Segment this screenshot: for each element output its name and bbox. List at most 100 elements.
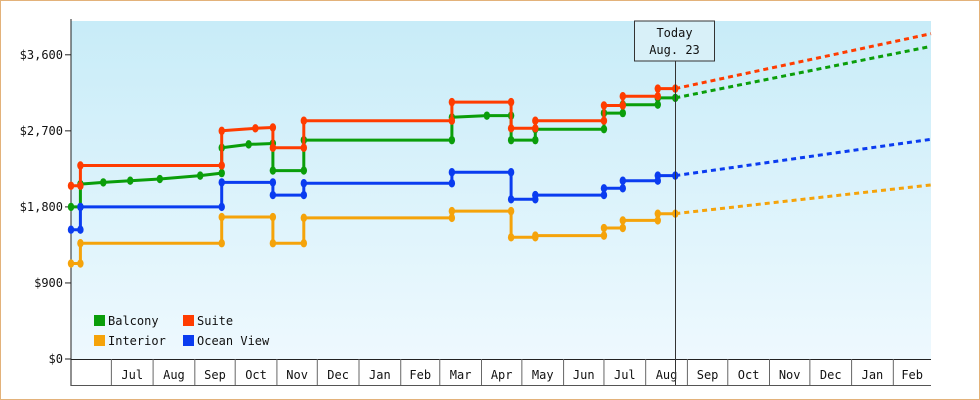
data-point-suite: [77, 161, 84, 170]
today-marker: Today Aug. 23: [634, 20, 715, 385]
data-point-balcony: [654, 100, 661, 109]
y-tick-label: $900: [34, 276, 63, 290]
data-point-ocean-view: [269, 190, 277, 200]
data-point-ocean-view: [507, 195, 515, 204]
data-point-balcony: [619, 108, 626, 118]
data-point-interior: [654, 209, 661, 218]
x-tick-label: Jun: [573, 368, 595, 382]
data-point-interior: [269, 212, 277, 222]
x-tick-label: Sep: [204, 368, 226, 382]
axes: $0 $900 $1,800 $2,700 $3,600 Jul Aug Sep Oct Nov D…: [20, 19, 931, 386]
data-point-interior: [600, 231, 608, 240]
data-point-ocean-view: [218, 202, 225, 212]
data-point-interior: [654, 216, 661, 225]
data-point-ocean-view: [300, 179, 308, 188]
data-point-interior: [600, 223, 608, 233]
today-label: Today: [656, 26, 692, 40]
data-point-suite: [532, 116, 539, 125]
data-point-ocean-view: [600, 190, 608, 200]
data-point-ocean-view: [654, 171, 661, 180]
x-tick-label: Dec: [327, 368, 349, 382]
data-point-interior: [532, 231, 539, 240]
x-tick-label: Oct: [245, 368, 267, 382]
projection-line-suite: [674, 32, 932, 91]
data-point-ocean-view: [448, 179, 456, 188]
data-point-interior: [448, 213, 456, 223]
data-point-suite: [448, 116, 456, 125]
data-point-interior: [218, 239, 225, 248]
data-point-suite: [67, 181, 75, 190]
data-point-interior: [269, 239, 277, 248]
data-point-suite: [448, 97, 456, 107]
data-point-ocean-view: [218, 178, 225, 187]
legend-label-interior: Interior: [108, 334, 166, 348]
data-point-ocean-view: [507, 168, 515, 177]
data-point-interior: [67, 259, 75, 268]
x-tick-label: Jan: [369, 368, 391, 382]
data-point-interior: [448, 206, 456, 216]
data-point-interior: [218, 212, 225, 222]
x-tick-label: Feb: [901, 368, 923, 382]
data-point-suite: [507, 124, 515, 133]
series-lines: [67, 32, 932, 268]
data-point-suite: [252, 124, 259, 133]
data-point-interior: [300, 213, 308, 223]
data-point-interior: [507, 206, 515, 216]
data-point-ocean-view: [448, 168, 456, 177]
data-point-ocean-view: [532, 190, 539, 200]
data-point-balcony: [218, 168, 225, 178]
data-point-interior: [77, 239, 84, 248]
x-tick-label: Oct: [738, 368, 760, 382]
y-tick-label: $3,600: [20, 48, 63, 62]
legend-swatch-balcony: [94, 315, 105, 326]
data-point-interior: [619, 223, 626, 233]
data-point-interior: [300, 239, 308, 248]
data-point-suite: [619, 92, 626, 101]
data-point-suite: [619, 101, 626, 110]
data-point-interior: [507, 233, 515, 242]
x-tick-label: Apr: [491, 368, 513, 382]
x-tick-label: Mar: [450, 368, 472, 382]
projection-line-interior: [675, 183, 932, 216]
x-tick-label: Dec: [820, 368, 842, 382]
data-point-suite: [269, 143, 277, 152]
series-line-balcony: [71, 96, 676, 209]
data-point-suite: [654, 92, 661, 101]
data-point-suite: [218, 161, 225, 170]
data-point-ocean-view: [67, 225, 75, 234]
data-point-suite: [507, 97, 515, 107]
data-point-ocean-view: [300, 190, 308, 200]
legend-label-balcony: Balcony: [108, 314, 159, 328]
data-point-ocean-view: [600, 184, 608, 193]
data-point-balcony: [245, 140, 252, 149]
data-point-suite: [300, 116, 308, 125]
data-point-balcony: [483, 111, 491, 120]
data-point-ocean-view: [619, 184, 626, 193]
projection-line-balcony: [674, 44, 932, 100]
data-point-balcony: [269, 166, 277, 175]
data-point-suite: [269, 123, 277, 132]
data-point-ocean-view: [619, 176, 626, 185]
data-point-interior: [77, 259, 84, 268]
legend: Balcony Suite Interior Ocean View: [94, 314, 270, 348]
legend-swatch-ocean-view: [183, 335, 194, 346]
data-point-balcony: [300, 166, 308, 175]
data-point-ocean-view: [77, 202, 84, 212]
data-point-balcony: [600, 124, 608, 134]
x-tick-label: Jul: [121, 368, 143, 382]
x-tick-label: Jul: [614, 368, 636, 382]
x-tick-label: Nov: [286, 368, 308, 382]
y-tick-label: $2,700: [20, 124, 63, 138]
today-callout: [634, 20, 715, 62]
data-point-suite: [600, 116, 608, 125]
data-point-balcony: [67, 202, 75, 212]
data-point-suite: [218, 126, 225, 136]
data-point-balcony: [127, 176, 134, 185]
y-tick-label: $0: [49, 352, 63, 366]
legend-swatch-interior: [94, 335, 105, 346]
x-tick-label: Jan: [862, 368, 884, 382]
data-point-interior: [619, 216, 626, 225]
data-point-suite: [532, 124, 539, 133]
